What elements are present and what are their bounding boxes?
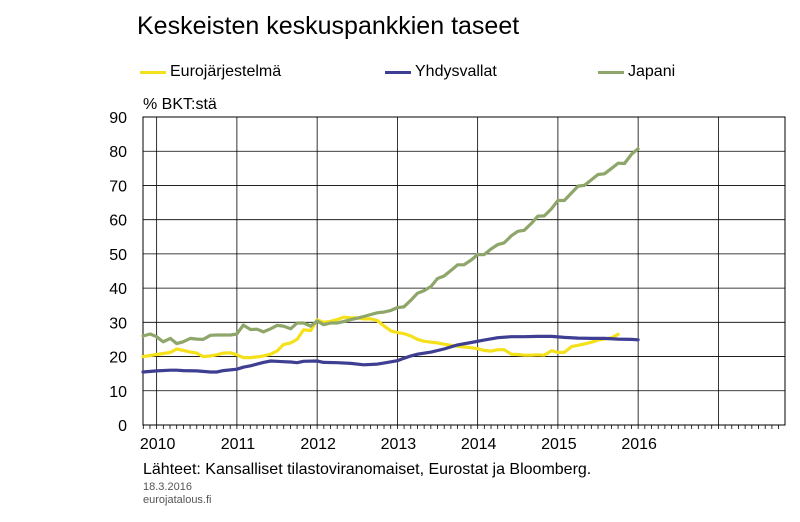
y-tick-label: 70: [109, 178, 127, 195]
legend-label-japani: Japani: [628, 63, 676, 80]
y-tick-label: 90: [109, 110, 127, 127]
x-tick-label: 2010: [140, 436, 176, 453]
line-chart: 0 10 20 30 40 50 60 70 80 90 2010 2011 2012 2013 2014 2…: [109, 110, 786, 453]
legend-item-eurojarjestelma: Eurojärjestelmä: [140, 63, 281, 81]
site-note: eurojatalous.fi: [143, 494, 212, 506]
legend-item-yhdysvallat: Yhdysvallat: [385, 63, 497, 81]
chart-title: Keskeisten keskuspankkien taseet: [137, 12, 520, 40]
y-tick-label: 20: [109, 350, 127, 367]
y-tick-label: 10: [109, 384, 127, 401]
y-tick-label: 60: [109, 213, 127, 230]
y-tick-label: 0: [118, 418, 127, 435]
y-tick-label: 30: [109, 315, 127, 332]
y-tick-label: 50: [109, 247, 127, 264]
series-line-japani: [141, 147, 640, 346]
x-tick-label: 2015: [541, 436, 577, 453]
x-tick-label: 2011: [221, 436, 256, 453]
legend-item-japani: Japani: [598, 63, 675, 81]
x-tick-label: 2012: [300, 436, 336, 453]
legend-label-eurojarjestelma: Eurojärjestelmä: [170, 63, 282, 80]
source-note: Lähteet: Kansalliset tilastoviranomaiset…: [143, 461, 592, 478]
y-tick-label: 80: [109, 144, 127, 161]
x-tick-label: 2016: [621, 436, 657, 453]
x-tick-label: 2014: [461, 436, 497, 453]
legend-label-yhdysvallat: Yhdysvallat: [415, 63, 497, 80]
y-axis-label: % BKT:stä: [143, 96, 217, 113]
series-line-yhdysvallat: [141, 334, 640, 374]
plot-frame: [142, 116, 786, 426]
x-tick-label: 2013: [381, 436, 417, 453]
date-note: 18.3.2016: [143, 481, 192, 493]
legend-swatch-eurojarjestelma: [140, 70, 166, 74]
chart-legend: Eurojärjestelmä Yhdysvallat Japani: [0, 63, 800, 85]
legend-swatch-japani: [598, 70, 624, 74]
y-tick-label: 40: [109, 281, 127, 298]
legend-swatch-yhdysvallat: [385, 70, 411, 74]
series-line-eurojarjestelma: [141, 315, 620, 360]
